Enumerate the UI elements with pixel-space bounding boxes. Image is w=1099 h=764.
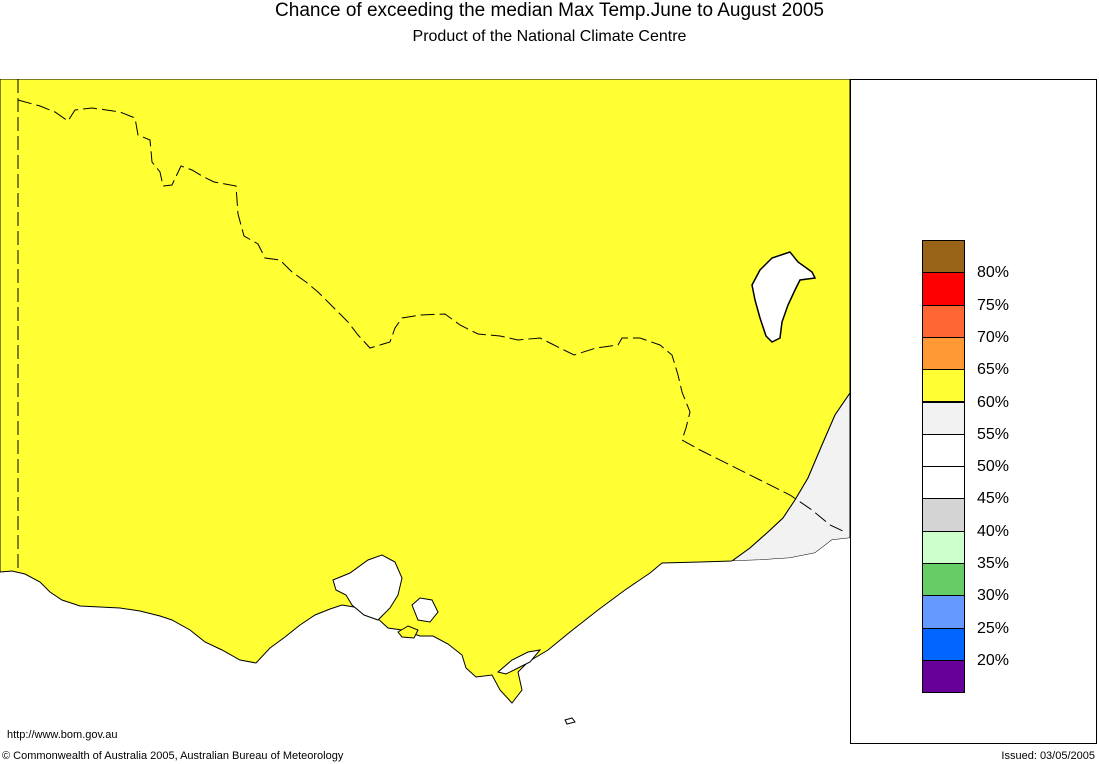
issued-date: Issued: 03/05/2005 <box>1001 750 1095 762</box>
legend-swatch <box>922 466 965 500</box>
murray-river-border <box>17 99 846 533</box>
legend-swatch <box>922 272 965 306</box>
legend-label: 80% <box>977 264 1010 282</box>
small-island <box>564 717 576 725</box>
east-sea <box>732 538 850 744</box>
legend-label: 45% <box>977 490 1010 508</box>
source-url[interactable]: http://www.bom.gov.au <box>7 729 118 741</box>
port-phillip-bay <box>332 554 403 621</box>
legend-swatch <box>922 401 965 435</box>
legend-swatch <box>922 498 965 532</box>
legend-label: 65% <box>977 361 1010 379</box>
lake-outline <box>751 251 817 343</box>
legend-label: 20% <box>977 651 1010 669</box>
legend-label: 50% <box>977 458 1010 476</box>
legend-swatch <box>922 563 965 597</box>
legend-swatch <box>922 240 965 274</box>
copyright-text: © Commonwealth of Australia 2005, Austra… <box>2 750 344 762</box>
legend-label: 30% <box>977 587 1010 605</box>
legend-label: 55% <box>977 425 1010 443</box>
legend-swatch <box>922 433 965 468</box>
legend-swatch <box>922 369 965 403</box>
legend-label: 40% <box>977 522 1010 540</box>
legend-label: 60% <box>977 393 1010 411</box>
legend-swatch <box>922 530 965 564</box>
map-title: Chance of exceeding the median Max Temp.… <box>275 0 824 21</box>
western-port <box>411 597 439 623</box>
corner-inlet <box>496 649 542 675</box>
legend-label: 70% <box>977 328 1010 346</box>
legend-swatch <box>922 595 965 629</box>
phillip-island <box>397 625 419 639</box>
map-subtitle: Product of the National Climate Centre <box>412 28 687 45</box>
legend-divider <box>850 79 851 744</box>
legend-label: 35% <box>977 555 1010 572</box>
legend-swatch <box>922 304 965 338</box>
east-region-55-60 <box>730 392 850 562</box>
victoria-map <box>0 79 850 744</box>
legend-swatch <box>922 627 965 661</box>
legend-swatch <box>922 336 965 371</box>
legend-label: 75% <box>977 296 1010 314</box>
legend-label: 25% <box>977 619 1010 637</box>
legend-swatch <box>922 659 965 694</box>
